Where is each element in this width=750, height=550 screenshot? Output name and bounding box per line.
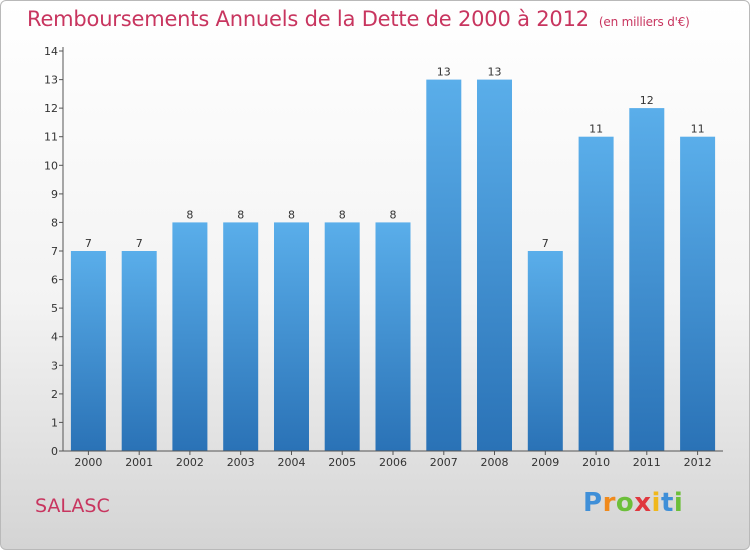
logo-letter: x — [634, 488, 652, 518]
bar-value-label: 8 — [186, 208, 193, 221]
municipality-name: SALASC — [35, 495, 110, 517]
x-tick-label: 2003 — [227, 456, 255, 469]
bar-value-label: 12 — [640, 94, 654, 107]
bar-2004 — [274, 222, 309, 451]
y-tick-label: 2 — [51, 388, 58, 401]
logo-letter: o — [615, 488, 635, 518]
x-tick-label: 2004 — [278, 456, 306, 469]
y-tick-label: 10 — [44, 159, 58, 172]
x-tick-label: 2005 — [328, 456, 356, 469]
logo-letter: i — [673, 488, 684, 518]
bar-2000 — [70, 251, 106, 451]
logo-letter: i — [651, 488, 661, 518]
x-tick-label: 2007 — [430, 456, 458, 469]
y-tick-label: 7 — [51, 245, 58, 258]
bar-value-label: 11 — [589, 123, 603, 136]
logo-letter: t — [660, 488, 674, 518]
bar-value-label: 11 — [691, 123, 705, 136]
x-tick-label: 2006 — [379, 456, 407, 469]
labels-group: 7200072001820028200382004820058200613200… — [44, 45, 712, 469]
y-tick-label: 6 — [51, 274, 58, 287]
bar-2006 — [375, 222, 411, 451]
chart-title-text: Remboursements Annuels de la Dette de 20… — [27, 7, 589, 31]
bar-value-label: 13 — [488, 66, 502, 79]
bar-value-label: 8 — [237, 208, 244, 221]
chart-unit: (en milliers d'€) — [598, 15, 690, 29]
x-tick-label: 2002 — [176, 456, 204, 469]
y-tick-label: 14 — [44, 45, 58, 58]
bars-group — [70, 79, 716, 451]
bar-2010 — [578, 136, 614, 451]
logo-letter: r — [602, 488, 616, 518]
y-tick-label: 1 — [51, 416, 58, 429]
bar-value-label: 8 — [390, 208, 397, 221]
bar-value-label: 7 — [85, 237, 92, 250]
x-tick-label: 2008 — [481, 456, 509, 469]
y-tick-label: 12 — [44, 102, 58, 115]
bar-value-label: 8 — [288, 208, 295, 221]
bar-2009 — [527, 251, 563, 451]
x-tick-label: 2010 — [582, 456, 610, 469]
bar-2001 — [121, 251, 157, 451]
x-tick-label: 2011 — [633, 456, 661, 469]
axes-group — [59, 47, 723, 455]
bar-2011 — [629, 108, 665, 451]
bar-value-label: 8 — [339, 208, 346, 221]
x-tick-label: 2000 — [74, 456, 102, 469]
x-tick-label: 2001 — [125, 456, 153, 469]
y-tick-label: 9 — [51, 188, 58, 201]
logo-letter: P — [583, 488, 603, 518]
x-tick-label: 2012 — [684, 456, 712, 469]
bar-value-label: 7 — [542, 237, 549, 250]
bar-2005 — [324, 222, 360, 451]
y-tick-label: 11 — [44, 131, 58, 144]
y-tick-label: 8 — [51, 216, 58, 229]
chart-title: Remboursements Annuels de la Dette de 20… — [27, 7, 690, 31]
bar-2002 — [172, 222, 208, 451]
y-tick-label: 0 — [51, 445, 58, 458]
bar-2003 — [223, 222, 259, 451]
bar-2012 — [680, 136, 716, 451]
bar-2007 — [426, 79, 462, 451]
y-tick-label: 4 — [51, 331, 58, 344]
bar-value-label: 7 — [136, 237, 143, 250]
y-tick-label: 3 — [51, 359, 58, 372]
y-tick-label: 13 — [44, 74, 58, 87]
bar-2008 — [477, 79, 512, 451]
y-tick-label: 5 — [51, 302, 58, 315]
bar-value-label: 13 — [437, 66, 451, 79]
x-tick-label: 2009 — [531, 456, 559, 469]
proxiti-logo[interactable]: Proxiti — [583, 488, 683, 518]
